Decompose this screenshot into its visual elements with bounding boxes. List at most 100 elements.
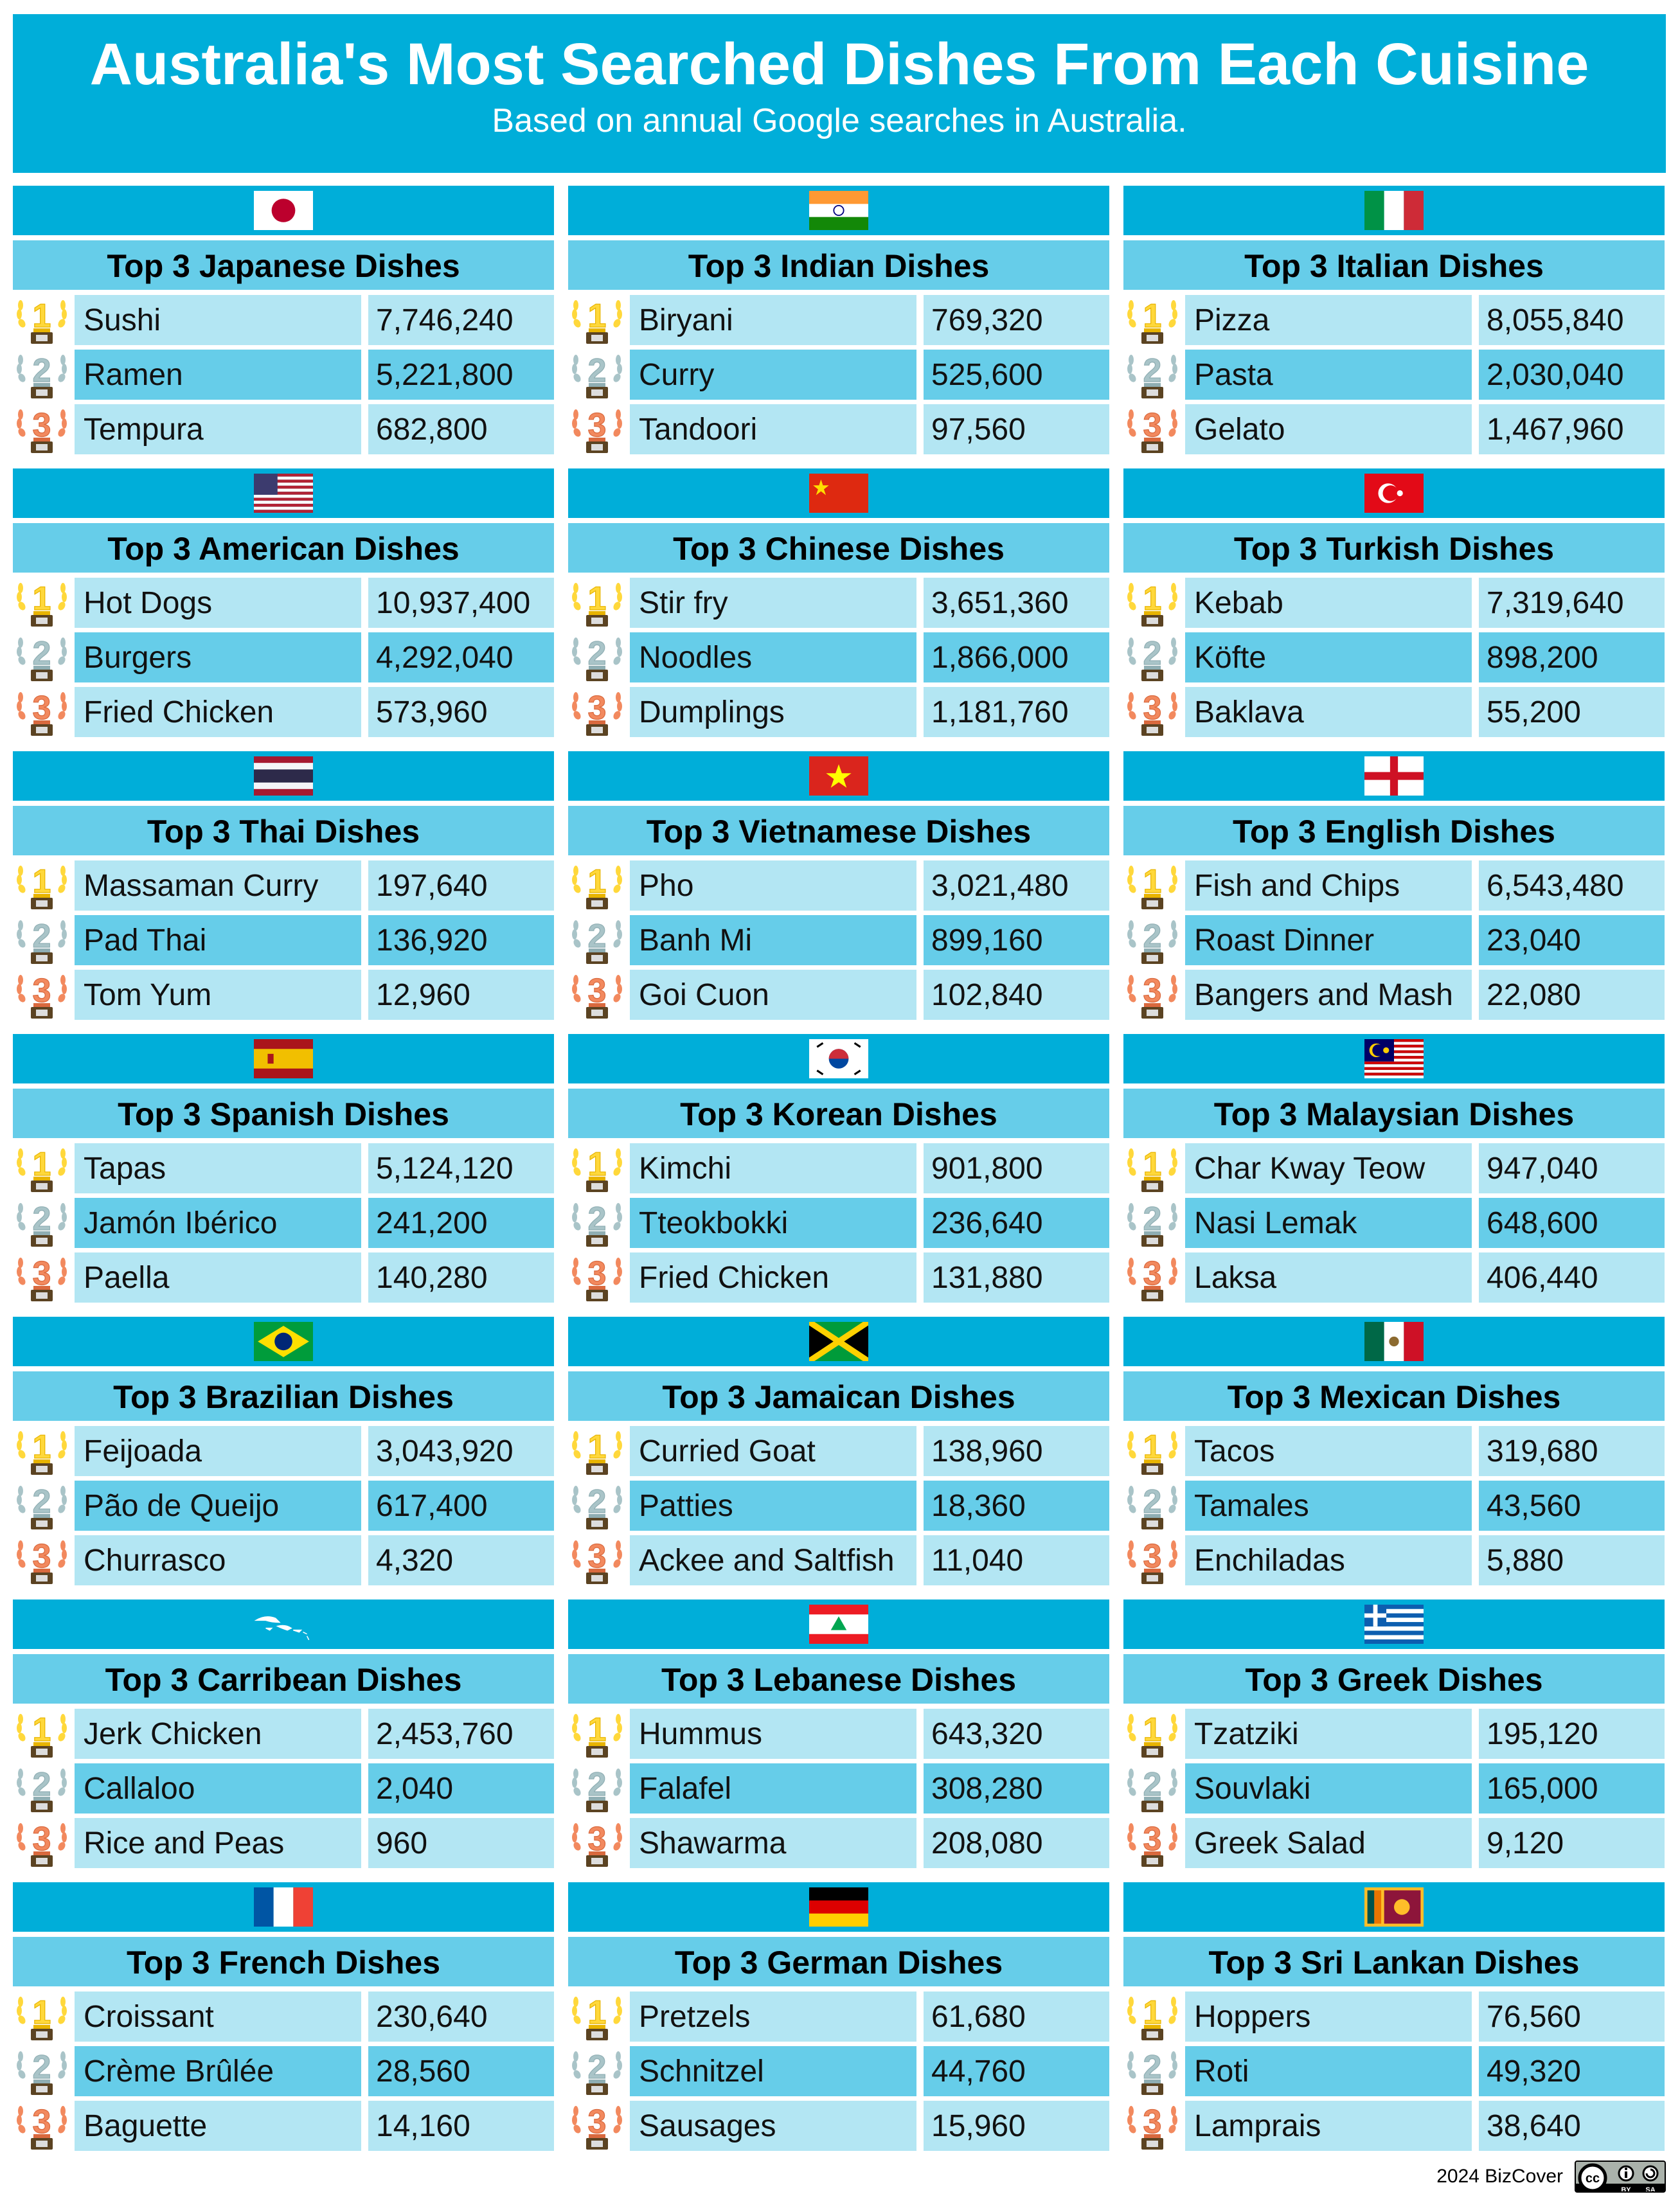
dish-row: 1 Fish and Chips 6,543,480 [1123, 860, 1665, 911]
dish-name: Köfte [1185, 632, 1472, 682]
dish-row: 2 Schnitzel 44,760 [568, 2046, 1109, 2096]
cuisine-title: Top 3 American Dishes [13, 523, 554, 573]
dish-name: Tapas [75, 1143, 361, 1193]
dish-searches: 208,080 [924, 1818, 1109, 1868]
cc-by-sa-license-icon: cc BY SA [1575, 2161, 1666, 2193]
dish-row: 3 Lamprais 38,640 [1123, 2101, 1665, 2151]
dish-name: Tandoori [630, 404, 916, 454]
silver-trophy-2-icon: 2 [568, 632, 626, 682]
bronze-trophy-3-icon: 3 [568, 404, 626, 454]
gold-trophy-1-icon: 1 [568, 295, 626, 345]
dish-name: Enchiladas [1185, 1535, 1472, 1585]
gold-trophy-1-icon: 1 [13, 860, 71, 911]
dish-name: Fried Chicken [75, 687, 361, 737]
turkey-flag-icon [1364, 474, 1424, 513]
dish-name: Lamprais [1185, 2101, 1472, 2151]
lebanon-flag-icon [809, 1605, 868, 1644]
flag-bar [13, 1882, 554, 1932]
dish-searches: 2,040 [368, 1763, 554, 1813]
cuisine-title: Top 3 Vietnamese Dishes [568, 806, 1109, 855]
spain-flag-icon [254, 1039, 313, 1078]
malaysia-flag-icon [1364, 1039, 1424, 1078]
dish-row: 3 Fried Chicken 131,880 [568, 1252, 1109, 1303]
dish-row: 3 Tandoori 97,560 [568, 404, 1109, 454]
silver-trophy-2-icon: 2 [1123, 1198, 1181, 1248]
dish-row: 1 Hot Dogs 10,937,400 [13, 578, 554, 628]
dish-name: Tom Yum [75, 970, 361, 1020]
cuisine-card-sri-lanka: Top 3 Sri Lankan Dishes 1 Hoppers 76,560… [1123, 1882, 1665, 2151]
dish-searches: 18,360 [924, 1481, 1109, 1531]
gold-trophy-1-icon: 1 [568, 1992, 626, 2042]
dish-row: 3 Churrasco 4,320 [13, 1535, 554, 1585]
bronze-trophy-3-icon: 3 [568, 687, 626, 737]
silver-trophy-2-icon: 2 [568, 1481, 626, 1531]
flag-bar [1123, 751, 1665, 801]
dish-searches: 140,280 [368, 1252, 554, 1303]
dish-searches: 230,640 [368, 1992, 554, 2042]
dish-row: 3 Enchiladas 5,880 [1123, 1535, 1665, 1585]
dish-name: Jamón Ibérico [75, 1198, 361, 1248]
silver-trophy-2-icon: 2 [568, 2046, 626, 2096]
cuisine-card-mexico: Top 3 Mexican Dishes 1 Tacos 319,680 2 T… [1123, 1317, 1665, 1585]
dish-searches: 131,880 [924, 1252, 1109, 1303]
flag-bar [13, 1317, 554, 1366]
dish-name: Hot Dogs [75, 578, 361, 628]
dish-name: Ramen [75, 350, 361, 400]
dish-searches: 3,021,480 [924, 860, 1109, 911]
silver-trophy-2-icon: 2 [13, 1198, 71, 1248]
dish-searches: 898,200 [1479, 632, 1665, 682]
dish-name: Massaman Curry [75, 860, 361, 911]
dish-name: Gelato [1185, 404, 1472, 454]
dish-row: 2 Roast Dinner 23,040 [1123, 915, 1665, 965]
gold-trophy-1-icon: 1 [1123, 860, 1181, 911]
dish-name: Kebab [1185, 578, 1472, 628]
flag-bar [13, 1600, 554, 1649]
dish-searches: 102,840 [924, 970, 1109, 1020]
silver-trophy-2-icon: 2 [568, 915, 626, 965]
dish-searches: 7,746,240 [368, 295, 554, 345]
dish-searches: 901,800 [924, 1143, 1109, 1193]
dish-searches: 55,200 [1479, 687, 1665, 737]
dish-searches: 3,043,920 [368, 1426, 554, 1476]
gold-trophy-1-icon: 1 [568, 1143, 626, 1193]
svg-text:SA: SA [1645, 2186, 1655, 2193]
svg-text:BY: BY [1621, 2186, 1631, 2193]
silver-trophy-2-icon: 2 [13, 1481, 71, 1531]
dish-row: 2 Souvlaki 165,000 [1123, 1763, 1665, 1813]
dish-row: 1 Pho 3,021,480 [568, 860, 1109, 911]
dish-row: 1 Tacos 319,680 [1123, 1426, 1665, 1476]
dish-row: 2 Köfte 898,200 [1123, 632, 1665, 682]
dish-row: 3 Dumplings 1,181,760 [568, 687, 1109, 737]
dish-name: Paella [75, 1252, 361, 1303]
silver-trophy-2-icon: 2 [13, 2046, 71, 2096]
dish-row: 1 Pizza 8,055,840 [1123, 295, 1665, 345]
dish-name: Fish and Chips [1185, 860, 1472, 911]
dish-row: 2 Jamón Ibérico 241,200 [13, 1198, 554, 1248]
footer: 2024 BizCover cc BY SA [1436, 2161, 1666, 2193]
dish-row: 2 Tteokbokki 236,640 [568, 1198, 1109, 1248]
dish-name: Burgers [75, 632, 361, 682]
cuisine-title: Top 3 Mexican Dishes [1123, 1371, 1665, 1421]
dish-searches: 14,160 [368, 2101, 554, 2151]
gold-trophy-1-icon: 1 [568, 578, 626, 628]
credit-text: 2024 BizCover [1436, 2166, 1563, 2187]
gold-trophy-1-icon: 1 [13, 1426, 71, 1476]
dish-searches: 236,640 [924, 1198, 1109, 1248]
dish-row: 1 Feijoada 3,043,920 [13, 1426, 554, 1476]
gold-trophy-1-icon: 1 [568, 860, 626, 911]
dish-row: 3 Gelato 1,467,960 [1123, 404, 1665, 454]
dish-name: Pho [630, 860, 916, 911]
bronze-trophy-3-icon: 3 [1123, 970, 1181, 1020]
header-banner: Australia's Most Searched Dishes From Ea… [13, 14, 1666, 173]
england-flag-icon [1364, 756, 1424, 796]
dish-row: 2 Callaloo 2,040 [13, 1763, 554, 1813]
dish-row: 1 Tapas 5,124,120 [13, 1143, 554, 1193]
gold-trophy-1-icon: 1 [1123, 578, 1181, 628]
dish-name: Roti [1185, 2046, 1472, 2096]
dish-name: Ackee and Saltfish [630, 1535, 916, 1585]
dish-searches: 197,640 [368, 860, 554, 911]
dish-name: Pad Thai [75, 915, 361, 965]
dish-row: 3 Ackee and Saltfish 11,040 [568, 1535, 1109, 1585]
dish-row: 2 Burgers 4,292,040 [13, 632, 554, 682]
svg-text:cc: cc [1586, 2171, 1600, 2186]
